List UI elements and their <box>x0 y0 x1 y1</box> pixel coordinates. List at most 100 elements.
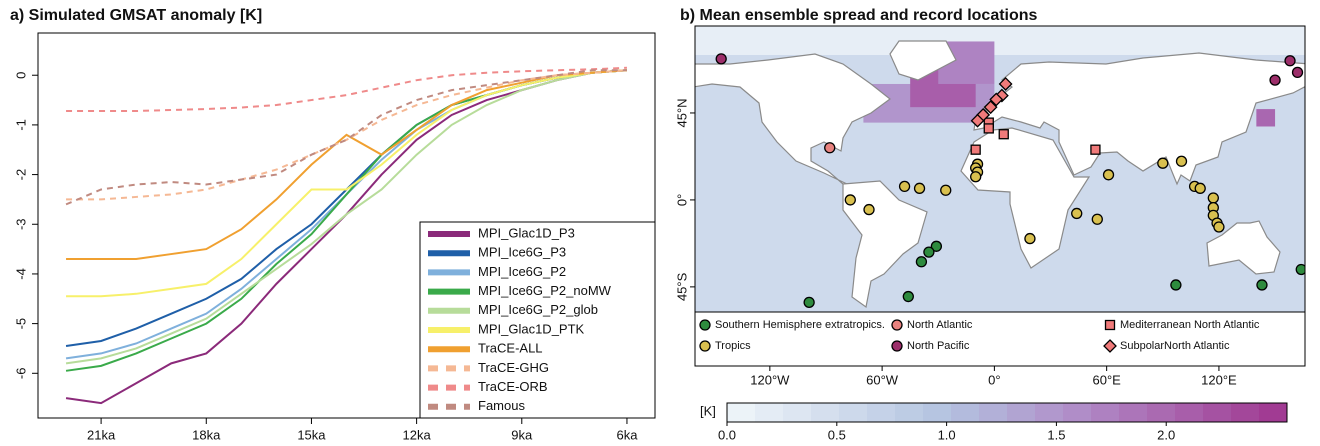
record-marker <box>940 184 952 196</box>
legend-b: Southern Hemisphere extratropics. Tropics… <box>694 311 1306 367</box>
colorbar-step <box>1119 403 1148 422</box>
record-marker <box>1213 221 1225 233</box>
legend-label: North Atlantic <box>907 319 973 331</box>
x-tick-label: 60°E <box>1092 372 1121 387</box>
colorbar-tick-label: 1.5 <box>1047 427 1065 442</box>
record-marker <box>891 340 903 352</box>
series-line <box>66 69 628 261</box>
record-marker <box>1194 182 1206 194</box>
series-line <box>66 69 628 298</box>
x-tick-label: 18ka <box>192 427 221 442</box>
record-marker <box>1207 192 1219 204</box>
series-line <box>65 69 628 365</box>
plot-a <box>65 66 628 405</box>
record-marker <box>1090 144 1101 155</box>
record-marker <box>1269 74 1281 86</box>
colorbar-tick-label: 1.0 <box>938 427 956 442</box>
record-marker <box>930 240 943 252</box>
record-marker <box>1104 319 1116 331</box>
record-marker <box>1170 279 1182 291</box>
legend-label: Famous <box>478 398 525 413</box>
colorbar-frame <box>726 402 1288 423</box>
record-marker <box>1024 232 1036 245</box>
colorbar: [K]0.0 0.5 1.0 1.5 2.0 <box>700 402 1288 442</box>
spread-cell <box>1256 109 1276 127</box>
y-tick-label: -2 <box>13 169 28 181</box>
legend-label: Tropics <box>715 340 751 352</box>
record-marker <box>1295 263 1305 276</box>
record-marker <box>998 77 1013 91</box>
legend-label: MPI_Ice6G_P3 <box>478 245 566 260</box>
legend-label: SubpolarNorth Atlantic <box>1120 340 1230 352</box>
colorbar-step <box>895 403 924 422</box>
axes: 21ka 18ka 15ka 12ka 9ka 6ka 0 -1 -2 -3 -4 -5 -6 120°W… <box>13 72 1237 443</box>
colorbar-step <box>1259 403 1288 422</box>
y-tick-label: -6 <box>13 368 28 380</box>
record-marker <box>915 256 928 268</box>
legend-label: Southern Hemisphere extratropics. <box>715 319 885 331</box>
legend-label: MPI_Glac1D_PTK <box>478 321 585 336</box>
colorbar-step <box>923 403 952 422</box>
colorbar-step <box>1203 403 1232 422</box>
series-line <box>66 66 627 112</box>
map <box>695 26 1305 312</box>
colorbar-step <box>1147 403 1176 422</box>
record-marker <box>1291 66 1304 79</box>
legend-label: TraCE-ALL <box>478 341 543 356</box>
legend-label: North Pacific <box>907 340 970 352</box>
colorbar-step <box>839 403 868 422</box>
y-tick-label: -5 <box>13 318 28 330</box>
legend-label: MPI_Glac1D_P3 <box>478 225 575 240</box>
record-marker <box>1103 339 1117 353</box>
record-marker <box>715 53 727 65</box>
colorbar-step <box>1063 403 1092 422</box>
record-marker <box>803 296 815 308</box>
x-tick-label: 0° <box>988 372 1000 387</box>
x-tick-label: 120°W <box>750 372 790 387</box>
x-tick-label: 120°E <box>1201 372 1237 387</box>
colorbar-step <box>1175 403 1204 422</box>
record-marker <box>1175 155 1188 167</box>
x-tick-label: 6ka <box>616 427 638 442</box>
legend-label: MPI_Ice6G_P2_glob <box>478 302 598 317</box>
record-marker <box>1284 55 1296 67</box>
y-tick-label: 0 <box>13 72 28 79</box>
panel-a-title: a) Simulated GMSAT anomaly [K] <box>10 7 262 24</box>
record-marker <box>699 340 711 352</box>
record-marker <box>1157 157 1169 169</box>
y-tick-label: 0° <box>674 194 689 206</box>
colorbar-label: [K] <box>700 403 716 418</box>
x-tick-label: 60°W <box>866 372 899 387</box>
record-marker <box>891 319 903 331</box>
record-marker <box>902 290 914 303</box>
colorbar-tick-label: 0.0 <box>718 427 736 442</box>
colorbar-step <box>783 403 812 422</box>
y-tick-label: 45°N <box>674 98 689 127</box>
record-marker <box>983 100 998 115</box>
legend-a: MPI_Glac1D_P3 MPI_Ice6G_P3 MPI_Ice6G_P2 MPI… <box>419 221 656 419</box>
colorbar-tick-label: 0.5 <box>828 427 846 442</box>
colorbar-step <box>1091 403 1120 422</box>
land <box>695 40 1305 309</box>
colorbar-tick-label: 2.0 <box>1157 427 1175 442</box>
spread-cell <box>695 26 1305 55</box>
legend-label: TraCE-GHG <box>478 360 549 375</box>
colorbar-step <box>755 403 784 422</box>
colorbar-step <box>979 403 1008 422</box>
record-marker <box>1091 213 1103 225</box>
colorbar-step <box>1231 403 1260 422</box>
x-tick-label: 12ka <box>403 427 432 442</box>
series-line <box>65 69 627 206</box>
record-marker <box>824 142 836 154</box>
legend-label: Mediterranean North Atlantic <box>1120 319 1260 331</box>
record-marker <box>913 182 926 194</box>
y-tick-label: -1 <box>13 119 28 131</box>
y-tick-label: -4 <box>13 268 28 280</box>
records <box>715 53 1305 308</box>
legend-label: MPI_Ice6G_P2 <box>478 264 566 279</box>
legend-label: TraCE-ORB <box>478 379 548 394</box>
record-marker <box>1256 279 1268 291</box>
colorbar-step <box>811 403 840 422</box>
colorbar-step <box>951 403 980 422</box>
